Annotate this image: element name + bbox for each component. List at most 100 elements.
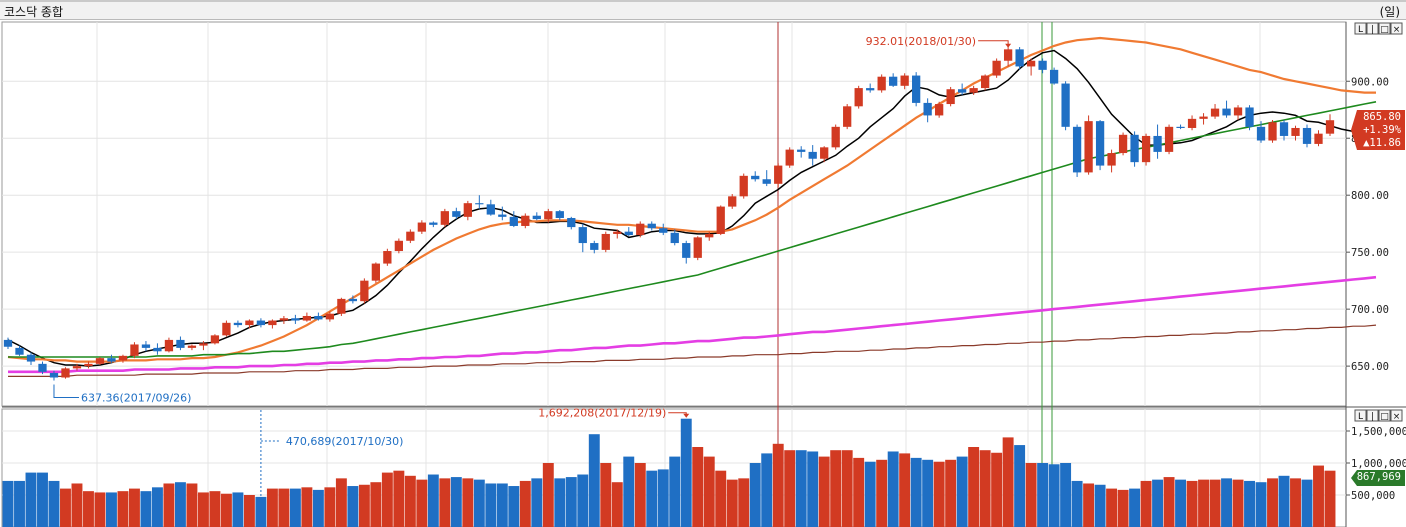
candle bbox=[1107, 149, 1116, 173]
candle bbox=[532, 212, 541, 221]
candle-body bbox=[314, 315, 323, 320]
candle-body bbox=[820, 147, 829, 159]
candle bbox=[1279, 119, 1289, 141]
candle bbox=[337, 297, 346, 316]
volume-bar bbox=[508, 486, 520, 527]
candle bbox=[348, 295, 358, 304]
candle bbox=[486, 199, 495, 216]
candle-body bbox=[406, 231, 415, 241]
ma-line-ma120 bbox=[8, 275, 1377, 374]
candle-body bbox=[1187, 118, 1197, 128]
candle-body bbox=[567, 217, 576, 228]
volume-bar bbox=[519, 480, 531, 527]
candle bbox=[1095, 119, 1105, 171]
candle bbox=[1130, 131, 1139, 167]
candle bbox=[1210, 104, 1220, 119]
volume-bar bbox=[657, 469, 669, 527]
candle bbox=[946, 86, 955, 107]
candle bbox=[153, 343, 162, 355]
candle-body bbox=[1061, 83, 1070, 127]
volume-bar bbox=[473, 479, 485, 527]
candle-body bbox=[1222, 108, 1231, 116]
volume-bar bbox=[266, 488, 278, 527]
candle bbox=[279, 315, 289, 324]
candle-body bbox=[958, 89, 967, 93]
volume-bar bbox=[1152, 479, 1164, 527]
price-scale-button[interactable] bbox=[1354, 22, 1367, 35]
volume-bar bbox=[60, 488, 71, 527]
volume-bar bbox=[496, 483, 508, 527]
volume-bar bbox=[186, 483, 198, 527]
candle-body bbox=[498, 214, 507, 217]
volume-bar bbox=[991, 452, 1003, 527]
volume-bar bbox=[485, 483, 497, 527]
candle-body bbox=[141, 344, 151, 348]
candle bbox=[762, 170, 771, 187]
candle bbox=[302, 312, 312, 322]
candle-body bbox=[222, 322, 231, 336]
volume-bar bbox=[140, 491, 152, 527]
volume-bar bbox=[715, 470, 727, 527]
min-price-leader bbox=[53, 384, 79, 399]
period-unit-label[interactable]: (일) bbox=[1379, 5, 1400, 19]
volume-bar bbox=[933, 461, 945, 527]
candle-body bbox=[256, 320, 266, 326]
volume-bar bbox=[1129, 488, 1141, 527]
volume-bar bbox=[278, 488, 290, 527]
price-split-button[interactable] bbox=[1366, 22, 1379, 35]
volume-bar bbox=[1232, 479, 1244, 527]
candle bbox=[49, 370, 59, 381]
candle-body bbox=[440, 211, 449, 225]
candle bbox=[325, 311, 335, 322]
candle-body bbox=[3, 339, 13, 347]
candle-body bbox=[130, 344, 139, 356]
candle bbox=[509, 211, 518, 228]
volume-scale-button[interactable] bbox=[1354, 409, 1367, 422]
volume-bar bbox=[1221, 478, 1232, 527]
volume-bar bbox=[220, 493, 232, 527]
candle-body bbox=[417, 222, 426, 232]
candle-body bbox=[624, 231, 633, 236]
candle-body bbox=[613, 231, 622, 234]
volume-bar bbox=[726, 479, 738, 527]
volume-bar bbox=[864, 461, 876, 527]
candle-body bbox=[555, 211, 564, 218]
candle-body bbox=[233, 322, 243, 326]
current-price-badge: 865.80 +1.39% ▲11.86 bbox=[1351, 110, 1405, 150]
volume-bar bbox=[1002, 437, 1014, 527]
volume-bar bbox=[1313, 465, 1324, 527]
volume-bar bbox=[956, 456, 968, 527]
candle bbox=[1118, 132, 1128, 156]
candle bbox=[475, 195, 484, 209]
candle bbox=[567, 216, 576, 230]
volume-bar bbox=[1255, 482, 1267, 527]
current-volume: 867,969 bbox=[1356, 471, 1401, 483]
candle-body bbox=[394, 240, 403, 252]
candle bbox=[130, 342, 139, 359]
candle-body bbox=[1118, 134, 1128, 154]
volume-maximize-button[interactable] bbox=[1378, 409, 1391, 422]
price-close-button[interactable] bbox=[1390, 22, 1403, 35]
candle bbox=[797, 146, 806, 158]
candle bbox=[72, 363, 82, 371]
price-maximize-button[interactable] bbox=[1378, 22, 1391, 35]
candle-body bbox=[72, 366, 82, 369]
candle bbox=[1038, 58, 1047, 74]
candle-body bbox=[1325, 120, 1335, 134]
candle-body bbox=[647, 223, 656, 229]
price-maximize-icon: □ bbox=[1380, 25, 1389, 35]
candle bbox=[1256, 121, 1266, 143]
candle-body bbox=[682, 243, 691, 258]
volume-split-button[interactable] bbox=[1366, 409, 1379, 422]
volume-bar bbox=[117, 491, 129, 527]
candle bbox=[452, 207, 461, 220]
volume-bar bbox=[14, 480, 25, 527]
candle-body bbox=[1233, 107, 1243, 116]
candle-body bbox=[854, 88, 863, 107]
volume-close-button[interactable] bbox=[1390, 409, 1403, 422]
chart-title: 코스닥 종합 bbox=[4, 5, 64, 19]
price-volume-chart[interactable]: 650.00700.00750.00800.00850.00900.00500,… bbox=[0, 20, 1406, 527]
volume-bar bbox=[634, 463, 646, 527]
candle-body bbox=[49, 372, 59, 378]
candle-body bbox=[590, 243, 599, 250]
